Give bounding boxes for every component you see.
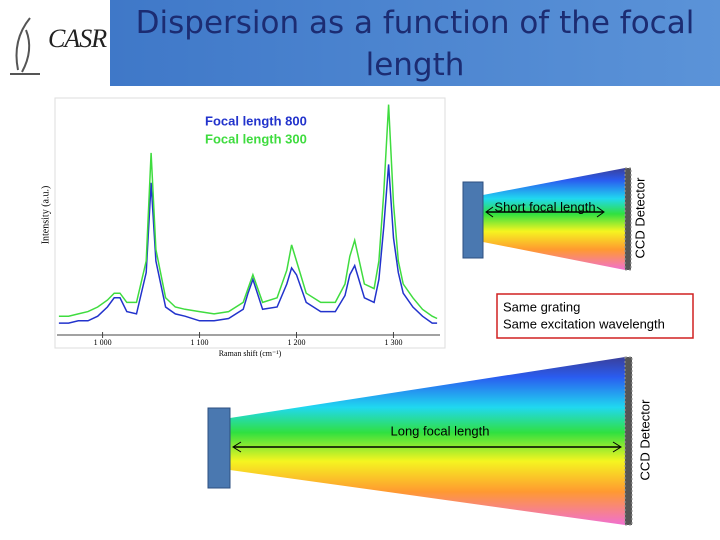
grating xyxy=(207,407,231,489)
arrow-heads xyxy=(232,441,622,453)
detector-label: CCD Detector xyxy=(637,399,652,481)
legend-entry: Focal length 800 xyxy=(205,113,307,128)
x-axis-label: Raman shift (cm⁻¹) xyxy=(219,349,282,358)
x-tick-label: 1 200 xyxy=(287,338,305,347)
long-label: Long focal length xyxy=(390,423,489,438)
logo-mark xyxy=(10,17,40,75)
slide-title: Dispersion as a function of the focal le… xyxy=(135,5,695,83)
y-axis-label: Intensity (a.u.) xyxy=(40,186,51,245)
header-bar xyxy=(110,0,720,86)
detector-label: CCD Detector xyxy=(632,177,647,259)
note-line: Same excitation wavelength xyxy=(503,316,665,331)
short-label: Short focal length xyxy=(494,199,595,214)
arrow-heads xyxy=(485,206,605,218)
note-box xyxy=(496,293,694,339)
chart: 1 000 1 100 1 200 1 300 Raman shift (cm⁻¹) In… xyxy=(40,104,440,358)
ccd-strip xyxy=(624,356,633,526)
grating xyxy=(462,181,484,259)
chart-frame xyxy=(54,97,446,349)
spectrum-line xyxy=(58,164,438,324)
x-tick-label: 1 100 xyxy=(191,338,209,347)
logo: CASR xyxy=(48,24,107,53)
legend-entry: Focal length 300 xyxy=(205,131,307,146)
x-tick-label: 1 000 xyxy=(94,338,112,347)
ccd-strip xyxy=(624,167,632,271)
light-cone xyxy=(483,168,625,270)
note-line: Same grating xyxy=(503,299,580,314)
light-cone xyxy=(230,357,625,525)
spectrum-line xyxy=(58,104,438,320)
x-tick-label: 1 300 xyxy=(384,338,402,347)
